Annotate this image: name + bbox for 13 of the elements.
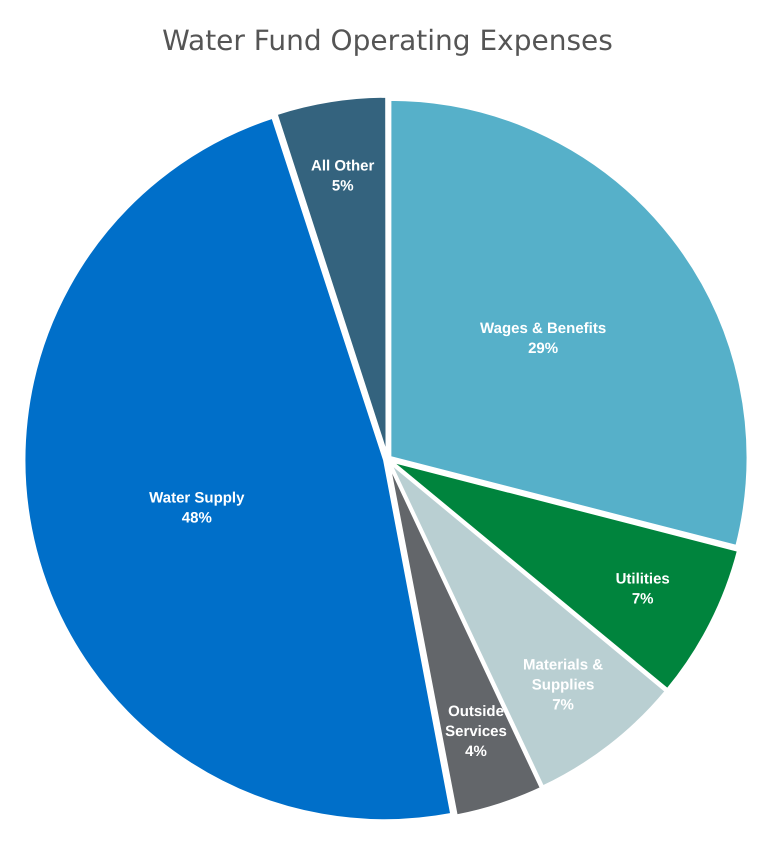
data-label: 7% (632, 590, 654, 608)
data-label: 29% (528, 340, 558, 357)
data-label: 4% (465, 742, 487, 760)
data-label: 48% (182, 509, 212, 526)
chart-title: Water Fund Operating Expenses (162, 24, 613, 58)
slice-label: Wages & Benefits (480, 320, 606, 337)
slice-label: Utilities (616, 570, 670, 588)
slice-label: Outside Services (445, 702, 507, 740)
data-label: 5% (332, 178, 354, 195)
slice-label: Water Supply (149, 489, 246, 506)
slice-label: Materials & Supplies (523, 656, 604, 694)
data-label: 7% (552, 696, 574, 714)
slice-label: All Other (311, 158, 375, 175)
